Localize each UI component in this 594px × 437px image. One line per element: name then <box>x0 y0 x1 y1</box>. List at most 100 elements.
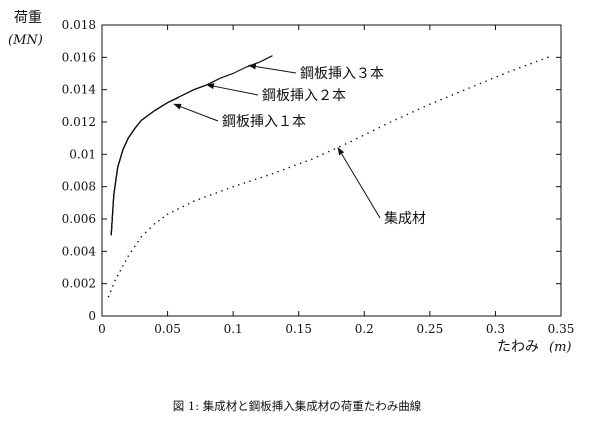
data-point <box>204 196 206 198</box>
data-point <box>457 91 459 94</box>
data-point <box>187 203 190 205</box>
annotation-label: 鋼板挿入１本 <box>222 114 306 130</box>
data-point <box>271 172 274 175</box>
data-point <box>524 64 527 67</box>
data-point <box>277 170 279 173</box>
data-point <box>451 94 454 96</box>
data-point <box>490 78 493 80</box>
axis-labels: 荷重 (MN) たわみ (m) <box>8 10 571 355</box>
annotation-arrow <box>173 103 219 122</box>
series-group <box>107 55 549 298</box>
figure-caption: 図 1: 集成材と鋼板挿入集成材の荷重たわみ曲線 <box>172 399 422 413</box>
y-tick-label: 0.016 <box>62 50 96 64</box>
data-point <box>400 116 403 118</box>
data-point <box>322 153 324 155</box>
data-point <box>243 182 246 184</box>
data-point <box>485 80 487 82</box>
y-tick-label: 0.004 <box>62 244 97 258</box>
data-point <box>177 208 179 210</box>
data-point <box>221 190 223 192</box>
data-point <box>496 75 499 78</box>
x-tick-label: 0.35 <box>548 322 575 336</box>
data-point <box>530 62 532 65</box>
annotation-arrow <box>247 63 297 74</box>
data-point <box>339 145 341 148</box>
y-tick-label: 0 <box>88 309 96 323</box>
data-point <box>282 168 285 171</box>
data-point <box>209 194 212 196</box>
data-point <box>130 250 133 253</box>
y-tick-label: 0.006 <box>62 212 96 226</box>
x-axis-unit: (m) <box>549 340 571 355</box>
y-axis-label: 荷重 <box>14 10 42 26</box>
x-tick-label: 0 <box>98 322 106 336</box>
data-point <box>462 89 465 92</box>
data-point <box>127 255 130 257</box>
data-point <box>417 108 420 111</box>
data-point <box>114 279 116 282</box>
data-point <box>162 216 164 219</box>
data-point <box>133 245 136 248</box>
data-point <box>124 260 127 262</box>
x-tick-label: 0.1 <box>224 322 243 336</box>
data-point <box>541 58 544 61</box>
data-point <box>518 66 521 69</box>
data-point <box>423 105 426 108</box>
data-point <box>288 166 291 169</box>
data-point <box>440 98 442 101</box>
data-point <box>182 205 185 208</box>
data-point <box>344 143 347 145</box>
data-point <box>260 176 263 179</box>
data-point <box>355 137 358 140</box>
y-tick-label: 0.002 <box>62 277 96 291</box>
data-point <box>434 101 437 103</box>
data-point <box>507 71 510 73</box>
data-point <box>350 140 352 143</box>
series-1 <box>110 81 214 236</box>
series-line <box>110 55 273 236</box>
data-point <box>166 213 169 215</box>
data-point <box>535 60 538 63</box>
data-point <box>119 269 122 272</box>
x-tick-label: 0.15 <box>285 322 312 336</box>
y-tick-label: 0.018 <box>62 18 96 32</box>
x-tick-label: 0.05 <box>154 322 181 336</box>
data-point <box>372 129 375 132</box>
axes <box>101 24 562 317</box>
data-point <box>474 84 476 87</box>
data-point <box>378 126 381 129</box>
data-point <box>172 210 174 213</box>
data-point <box>406 113 409 116</box>
data-point <box>153 223 156 225</box>
x-axis-label: たわみ <box>497 339 539 355</box>
data-point <box>254 178 257 181</box>
x-tick-label: 0.2 <box>355 322 374 336</box>
y-axis-unit: (MN) <box>8 33 43 48</box>
data-point <box>107 295 110 298</box>
y-tick-label: 0.01 <box>69 147 96 161</box>
data-point <box>311 158 313 160</box>
data-point <box>232 185 234 188</box>
data-point <box>327 150 330 153</box>
data-point <box>384 123 386 126</box>
y-tick-label: 0.012 <box>62 115 96 129</box>
data-point <box>137 240 139 243</box>
annotation-label: 鋼板挿入３本 <box>300 66 384 82</box>
data-point <box>429 103 431 106</box>
data-point <box>122 265 124 267</box>
series-line <box>110 81 214 236</box>
data-point <box>361 135 364 137</box>
data-point <box>389 121 392 123</box>
data-point <box>395 118 397 121</box>
series-3 <box>107 56 549 298</box>
data-point <box>468 87 471 89</box>
data-point <box>479 82 482 85</box>
tick-marks: 0 0.05 0.1 0.15 0.2 0.25 0.3 0.35 0 0.002 0.004 0.0… <box>62 18 575 336</box>
x-tick-label: 0.3 <box>486 322 505 336</box>
data-point <box>299 162 302 165</box>
data-point <box>266 174 268 177</box>
annotation-label: 集成材 <box>384 210 426 227</box>
data-point <box>412 111 414 113</box>
data-point <box>305 160 308 163</box>
